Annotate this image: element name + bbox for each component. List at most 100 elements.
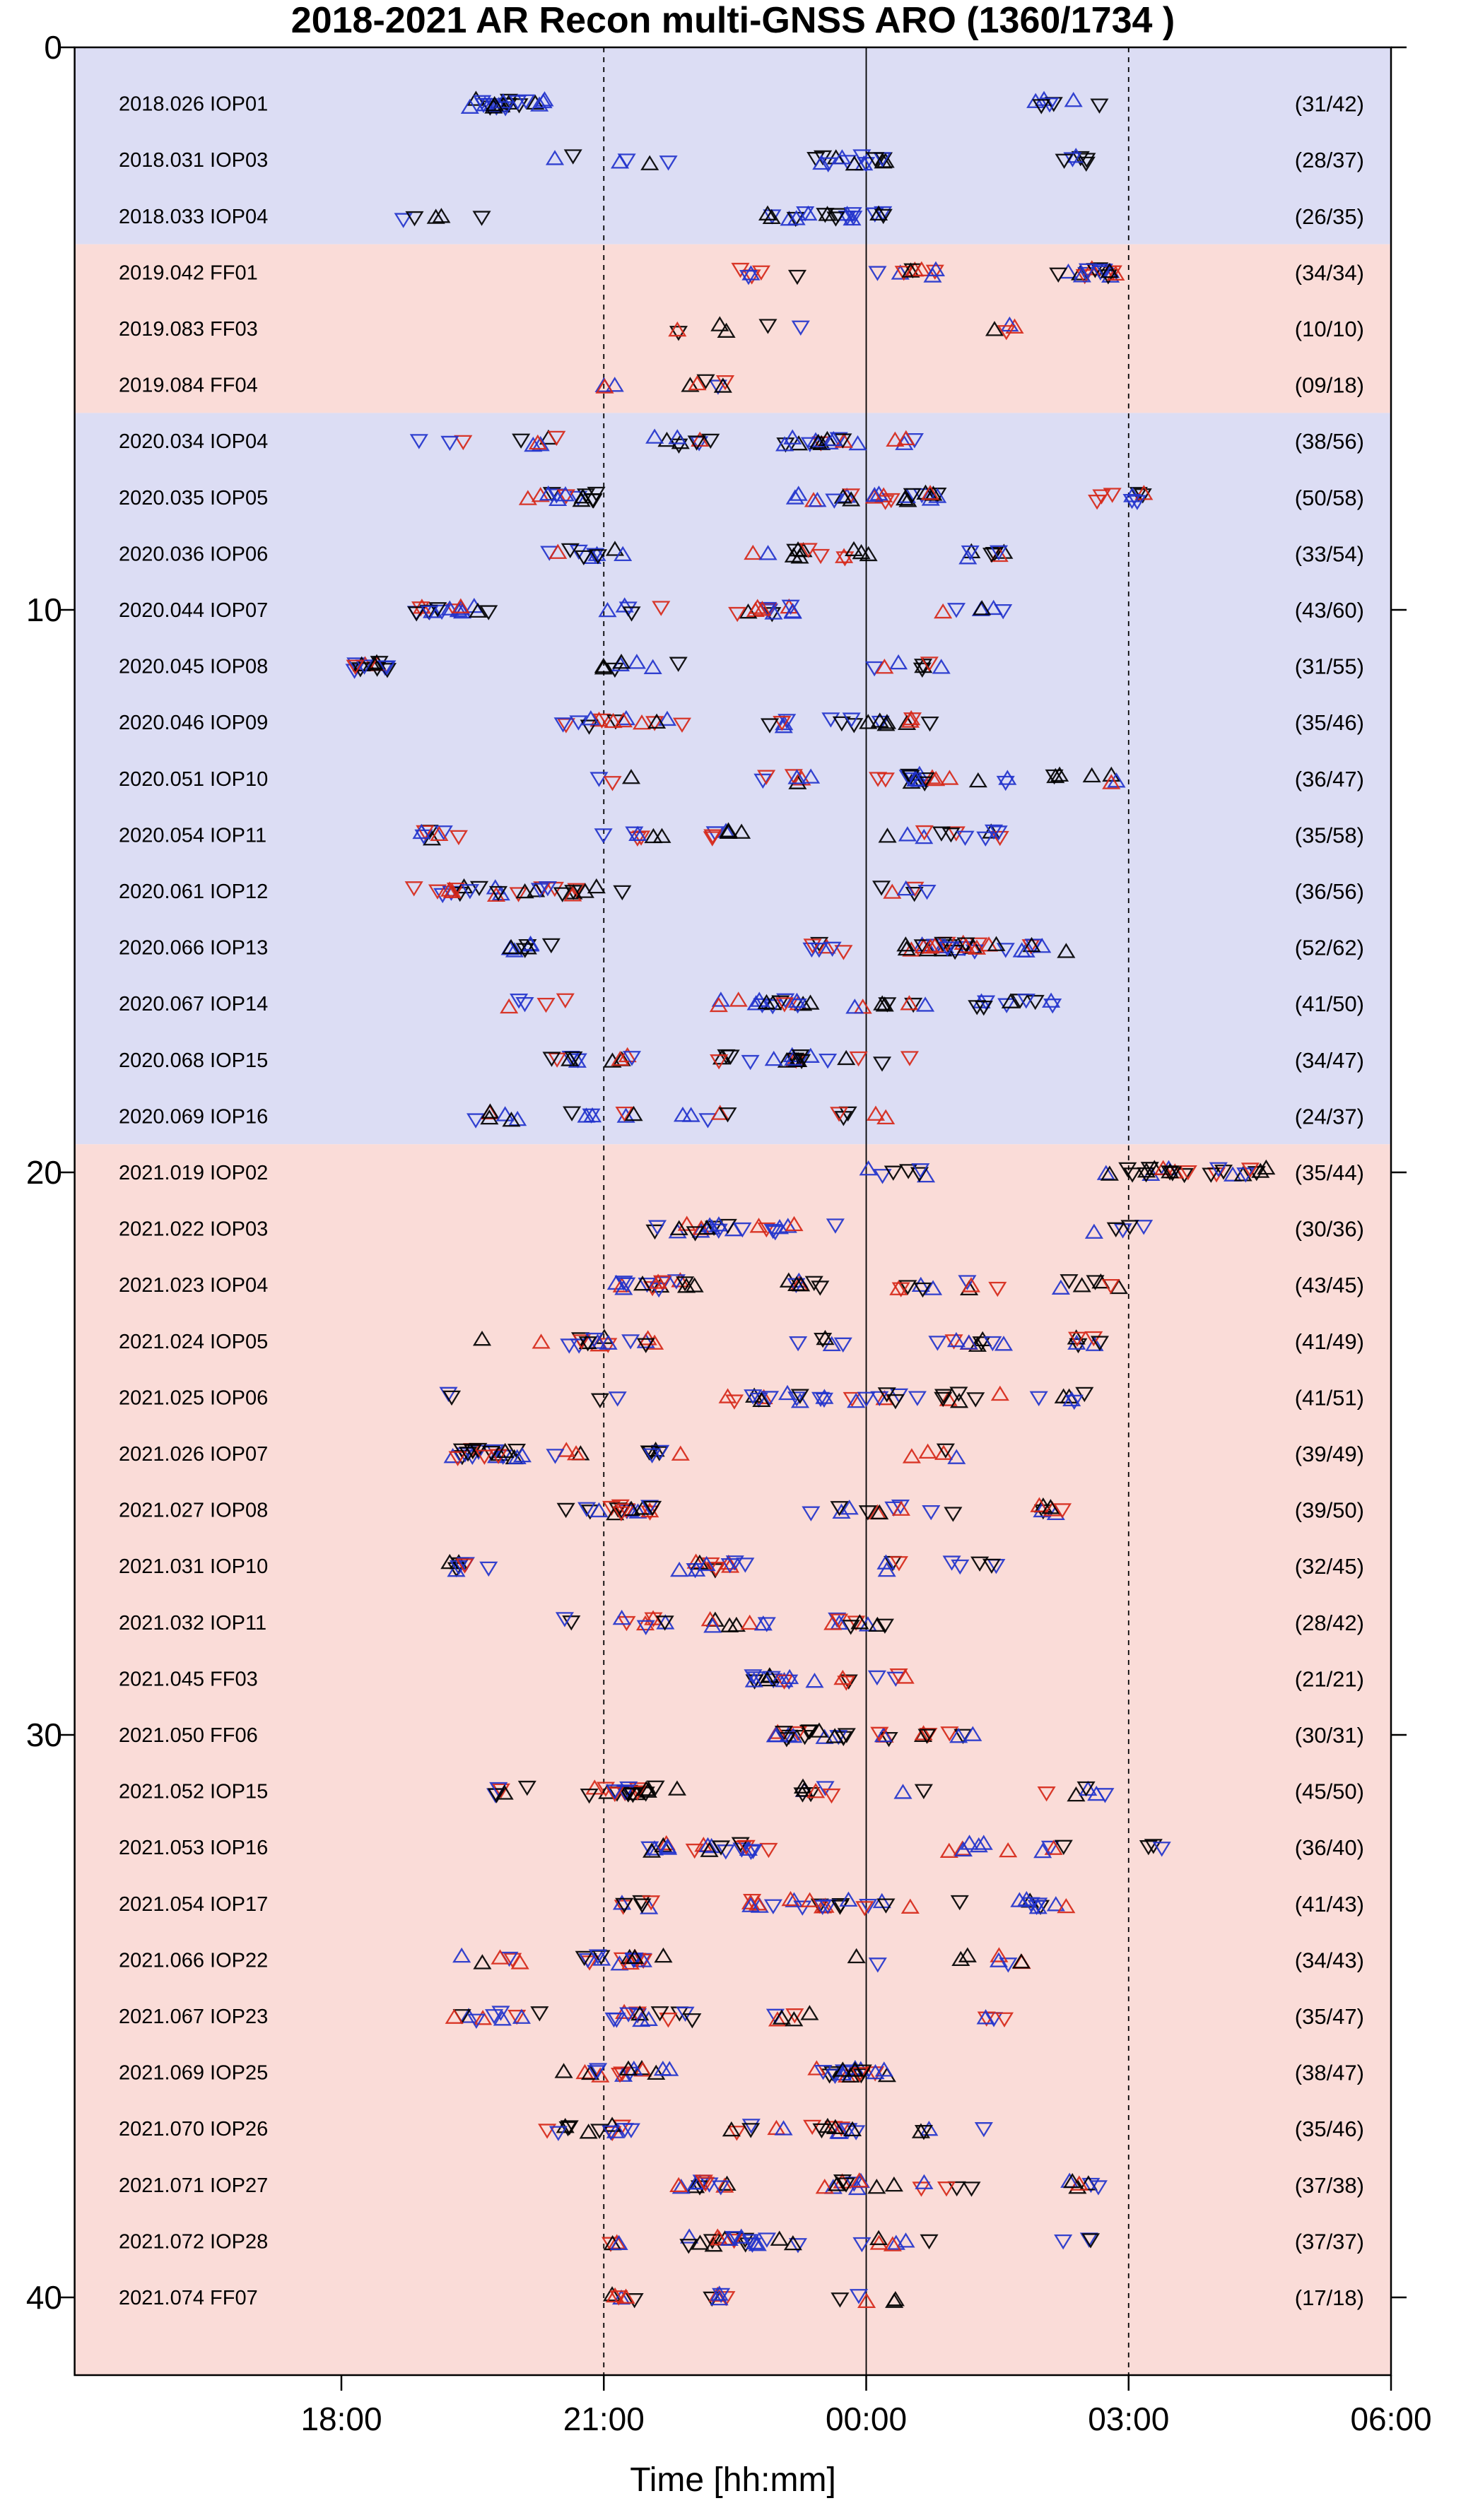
occultation-marker-down-black bbox=[982, 1558, 1002, 1574]
occultation-marker-down-blue bbox=[776, 993, 795, 1009]
occultation-marker-down-black bbox=[910, 1167, 929, 1182]
flight-row: 2020.067 IOP14 (41/50) bbox=[119, 991, 1364, 1016]
occultation-marker-up-blue bbox=[447, 1561, 466, 1577]
occultation-marker-up-red bbox=[532, 1333, 551, 1349]
occultation-marker-up-black bbox=[1082, 767, 1101, 783]
occultation-marker-up-red bbox=[768, 2011, 787, 2027]
occultation-marker-up-black bbox=[426, 208, 445, 224]
occultation-marker-up-black bbox=[896, 936, 915, 952]
occultation-marker-up-red bbox=[990, 1947, 1009, 1962]
occultation-marker-down-black bbox=[1202, 1167, 1221, 1183]
occultation-marker-up-blue bbox=[949, 1727, 968, 1743]
occultation-marker-down-blue bbox=[867, 1670, 886, 1686]
flight-row: 2021.022 IOP03 (30/36) bbox=[119, 1215, 1364, 1242]
flight-label: 2020.034 IOP04 bbox=[119, 430, 268, 453]
occultation-marker-up-blue bbox=[589, 1502, 609, 1518]
occultation-marker-down-red bbox=[685, 1843, 704, 1859]
occultation-marker-up-red bbox=[649, 1273, 668, 1289]
flight-label: 2020.036 IOP06 bbox=[119, 543, 268, 565]
occultation-marker-down-blue bbox=[778, 714, 797, 729]
occultation-marker-down-red bbox=[454, 435, 473, 451]
occultation-marker-up-blue bbox=[976, 2009, 995, 2025]
occultation-marker-down-red bbox=[346, 659, 365, 675]
occultation-marker-up-blue bbox=[599, 1334, 618, 1350]
occultation-marker-down-red bbox=[617, 1503, 636, 1519]
occultation-marker-up-red bbox=[618, 1047, 637, 1063]
occultation-marker-up-black bbox=[833, 2061, 852, 2077]
occultation-marker-up-blue bbox=[1051, 1279, 1070, 1295]
occultation-marker-down-black bbox=[917, 1729, 937, 1744]
occultation-marker-down-black bbox=[741, 2123, 761, 2138]
occultation-marker-up-black bbox=[739, 603, 758, 619]
occultation-marker-down-blue bbox=[818, 1054, 838, 1069]
occultation-marker-down-blue bbox=[744, 1844, 763, 1859]
occultation-marker-up-blue bbox=[780, 1668, 799, 1685]
occultation-marker-down-blue bbox=[922, 1505, 941, 1521]
occultation-marker-up-blue bbox=[928, 488, 947, 503]
flight-count: (35/47) bbox=[1295, 2004, 1364, 2029]
occultation-marker-up-blue bbox=[703, 1618, 722, 1633]
occultation-marker-up-blue bbox=[609, 2235, 628, 2251]
occultation-marker-down-red bbox=[920, 657, 939, 672]
flight-label: 2018.033 IOP04 bbox=[119, 206, 268, 228]
occultation-marker-down-black bbox=[804, 1276, 823, 1291]
occultation-marker-down-blue bbox=[651, 1444, 670, 1461]
flight-count: (34/47) bbox=[1295, 1048, 1364, 1073]
flight-label: 2021.025 IOP06 bbox=[119, 1386, 268, 1409]
occultation-marker-down-red bbox=[891, 1282, 910, 1297]
occultation-marker-up-blue bbox=[671, 2179, 691, 2194]
occultation-marker-up-blue bbox=[891, 264, 910, 280]
occultation-marker-down-black bbox=[669, 657, 688, 672]
occultation-marker-down-red bbox=[475, 1449, 494, 1465]
occultation-marker-down-red bbox=[652, 1275, 672, 1290]
occultation-marker-down-blue bbox=[857, 157, 876, 172]
occultation-marker-down-red bbox=[811, 548, 831, 565]
occultation-marker-up-red bbox=[900, 995, 919, 1011]
occultation-marker-down-blue bbox=[621, 2123, 640, 2138]
occultation-marker-up-black bbox=[681, 377, 700, 392]
occultation-marker-up-black bbox=[602, 2286, 622, 2302]
occultation-marker-down-blue bbox=[961, 545, 980, 561]
occultation-marker-up-black bbox=[875, 996, 894, 1012]
occultation-marker-up-red bbox=[967, 939, 987, 955]
occultation-marker-up-red bbox=[1106, 265, 1125, 281]
occultation-marker-up-blue bbox=[1064, 92, 1083, 107]
occultation-marker-down-blue bbox=[800, 437, 819, 452]
occultation-marker-down-black bbox=[696, 374, 715, 389]
flight-count: (28/37) bbox=[1295, 148, 1364, 172]
occultation-marker-up-blue bbox=[784, 1727, 803, 1743]
occultation-marker-up-red bbox=[1057, 1897, 1076, 1914]
occultation-marker-down-red bbox=[900, 1051, 919, 1066]
occultation-marker-up-blue bbox=[775, 1672, 794, 1688]
flight-row: 2019.084 FF04 (09/18) bbox=[119, 373, 1364, 398]
occultation-marker-down-black bbox=[1076, 1781, 1096, 1797]
occultation-marker-down-black bbox=[1214, 1165, 1233, 1180]
occultation-marker-down-black bbox=[790, 1389, 809, 1404]
occultation-marker-down-blue bbox=[868, 266, 887, 281]
occultation-marker-up-blue bbox=[1062, 1391, 1081, 1407]
occultation-marker-up-black bbox=[502, 1112, 521, 1127]
occultation-marker-up-blue bbox=[954, 1841, 973, 1857]
occultation-marker-up-blue bbox=[487, 1447, 506, 1464]
flight-label: 2021.074 FF07 bbox=[119, 2287, 258, 2309]
occultation-marker-down-blue bbox=[744, 1669, 763, 1685]
occultation-marker-up-black bbox=[352, 656, 371, 671]
occultation-marker-down-black bbox=[655, 1615, 674, 1631]
occultation-marker-up-blue bbox=[412, 823, 431, 840]
occultation-marker-up-red bbox=[440, 881, 459, 897]
occultation-marker-up-blue bbox=[889, 654, 908, 670]
occultation-marker-up-blue bbox=[711, 991, 730, 1007]
occultation-marker-down-black bbox=[826, 211, 845, 227]
occultation-marker-down-black bbox=[1055, 153, 1074, 169]
flight-count: (31/55) bbox=[1295, 654, 1364, 679]
occultation-marker-down-black bbox=[878, 997, 897, 1013]
occultation-marker-up-red bbox=[671, 1272, 690, 1288]
occultation-marker-up-black bbox=[850, 1614, 869, 1630]
occultation-marker-up-black bbox=[606, 1505, 625, 1521]
occultation-marker-down-blue bbox=[741, 1054, 760, 1071]
occultation-marker-down-blue bbox=[636, 1620, 655, 1635]
occultation-marker-up-black bbox=[722, 2121, 741, 2137]
occultation-marker-down-black bbox=[701, 433, 720, 449]
occultation-marker-down-red bbox=[556, 993, 575, 1008]
occultation-marker-up-blue bbox=[746, 2234, 765, 2250]
